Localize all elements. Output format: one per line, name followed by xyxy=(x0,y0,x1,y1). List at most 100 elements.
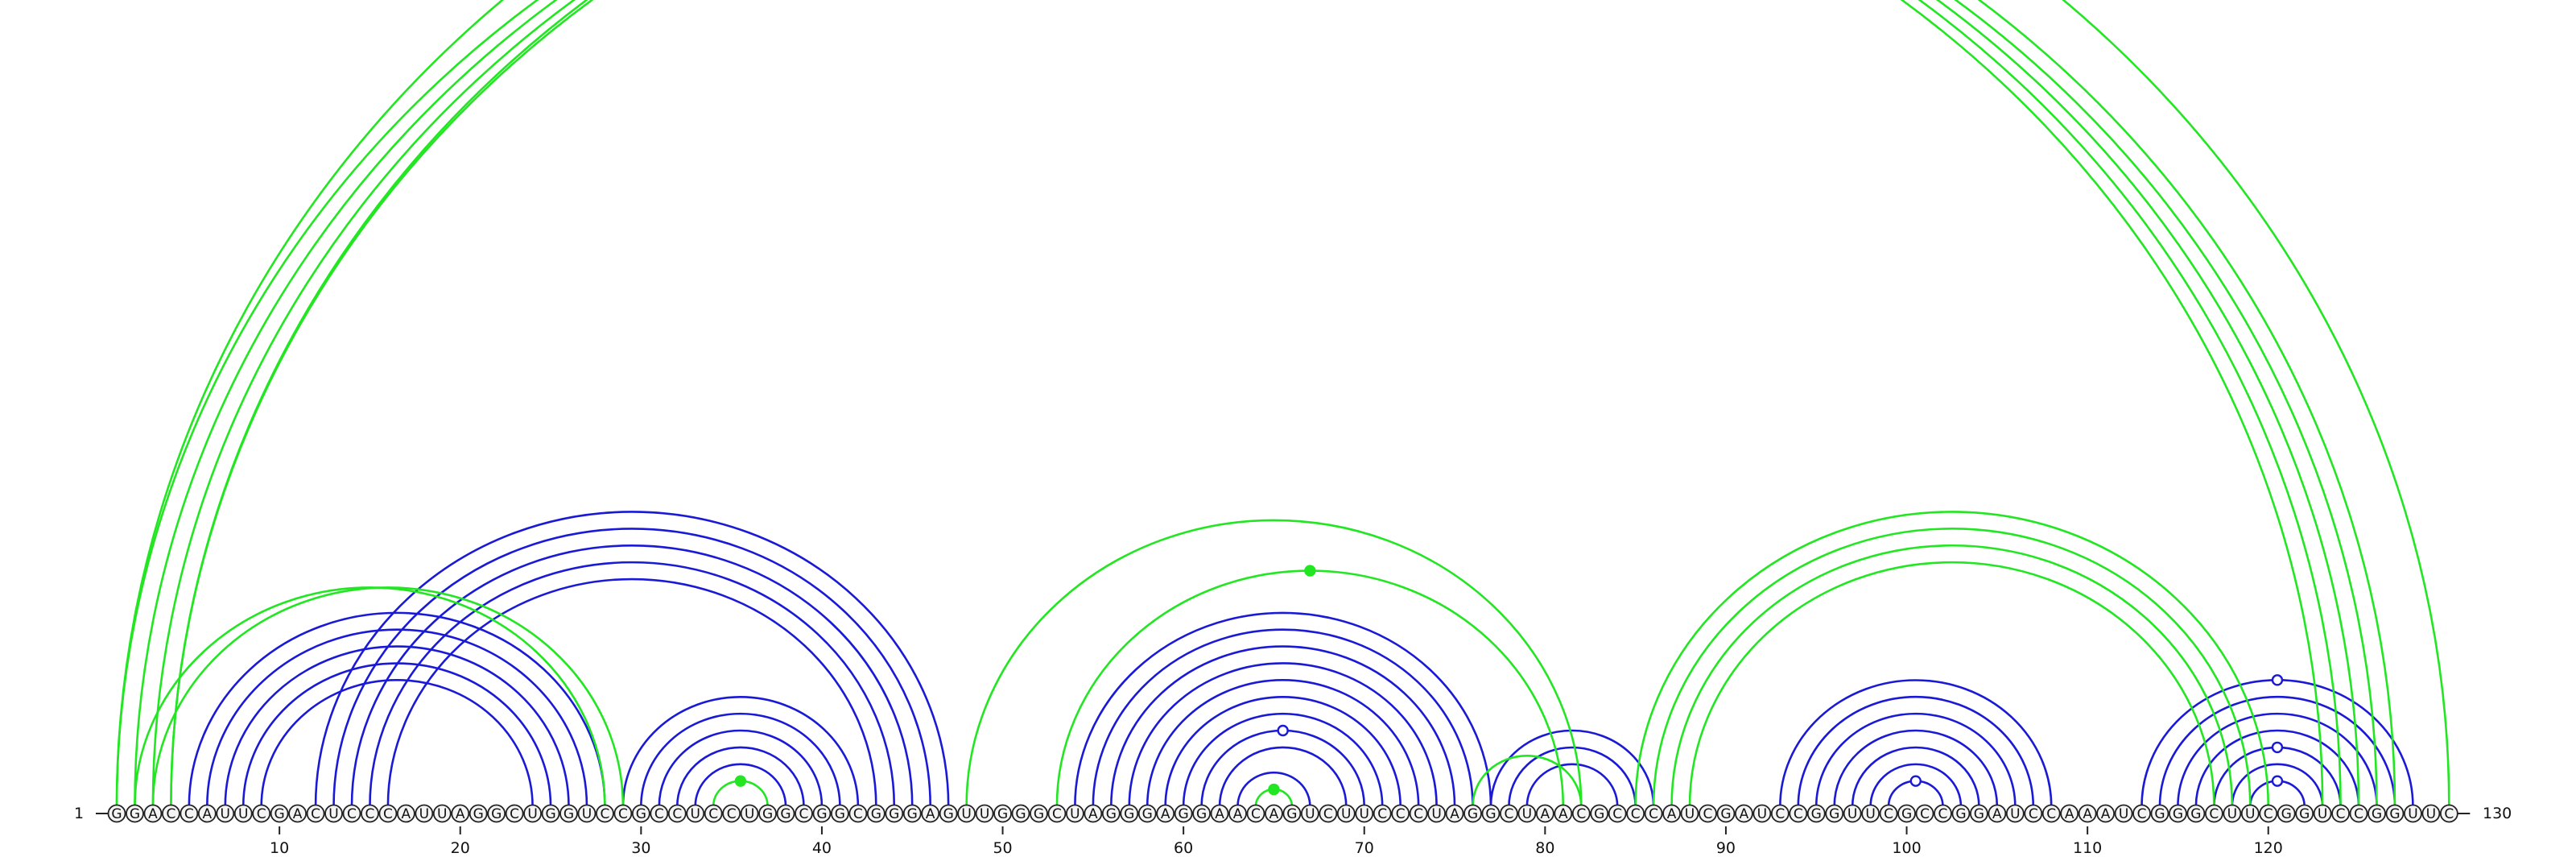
nucleotide-letter: A xyxy=(1450,806,1459,822)
nucleotide: A xyxy=(2060,804,2079,823)
nucleotide-letter: U xyxy=(2227,806,2237,822)
base-pair-arc-blue xyxy=(332,528,931,807)
nucleotide-letter: C xyxy=(853,806,863,822)
nucleotide-circle xyxy=(993,804,1012,823)
base-pair-arc-blue xyxy=(640,712,841,807)
nucleotide-letter: U xyxy=(527,806,537,822)
nucleotide-letter: G xyxy=(275,806,285,822)
base-pair-arc-blue xyxy=(1525,763,1619,807)
nucleotide: G xyxy=(776,804,795,823)
nucleotide-letter: A xyxy=(456,806,465,822)
arc-marker xyxy=(2271,775,2284,787)
nucleotide: G xyxy=(1463,804,1482,823)
nucleotide-circle xyxy=(1988,804,2007,823)
nucleotide-circle xyxy=(197,804,217,823)
nucleotide: A xyxy=(1535,804,1554,823)
nucleotide-circle xyxy=(378,804,398,823)
nucleotide-letter: A xyxy=(1558,806,1568,822)
nucleotide-circle xyxy=(1734,804,1753,823)
nucleotide-letter: U xyxy=(980,806,989,822)
nucleotide-letter: G xyxy=(2372,806,2382,822)
nucleotide-letter: C xyxy=(2444,806,2454,822)
sequence-end-label: 130 xyxy=(2483,805,2512,822)
nucleotide-letter: G xyxy=(1720,806,1731,822)
nucleotide: G xyxy=(631,804,650,823)
base-pair-arc-blue xyxy=(2231,763,2324,807)
nucleotide-letter: G xyxy=(1142,806,1153,822)
nucleotide-circle xyxy=(233,804,253,823)
nucleotide-circle xyxy=(2368,804,2386,823)
nucleotide-circle xyxy=(180,804,199,823)
nucleotide-circle xyxy=(1934,804,1952,823)
base-pair-arc-blue xyxy=(314,511,950,807)
nucleotide-circle xyxy=(2313,804,2332,823)
nucleotide-circle xyxy=(1752,804,1772,823)
nucleotide-letter: U xyxy=(221,806,230,822)
nucleotide-circle xyxy=(1156,804,1175,823)
nucleotide: C xyxy=(1373,804,1392,823)
base-pair-arc-blue xyxy=(2158,695,2396,807)
nucleotide-circle xyxy=(776,804,795,823)
nucleotide-circle xyxy=(1192,804,1211,823)
nucleotide: A xyxy=(1265,804,1283,823)
nucleotide-circle xyxy=(2240,804,2260,823)
nucleotide-letter: G xyxy=(835,806,845,822)
sequence-start-label: 1 xyxy=(74,805,84,822)
nucleotide: C xyxy=(795,804,813,823)
nucleotide-circle xyxy=(1174,804,1193,823)
nucleotide-circle xyxy=(270,804,289,823)
nucleotide: G xyxy=(1969,804,1988,823)
base-pair-arc-green xyxy=(1670,544,2234,807)
nucleotide: C xyxy=(2204,804,2223,823)
nucleotide-circle xyxy=(432,804,452,823)
nucleotide-circle xyxy=(722,804,741,823)
nucleotide-circle xyxy=(1554,804,1573,823)
nucleotide: C xyxy=(1500,804,1518,823)
base-pair-arc-blue xyxy=(1164,695,1402,807)
nucleotide: A xyxy=(921,804,940,823)
nucleotide-letter: U xyxy=(1305,806,1315,822)
arc-marker xyxy=(1909,775,1922,787)
nucleotide: C xyxy=(2259,804,2278,823)
nucleotide: U xyxy=(1300,804,1319,823)
nucleotide: G xyxy=(1011,804,1030,823)
nucleotide-circle xyxy=(631,804,650,823)
nucleotide: A xyxy=(396,804,415,823)
nucleotide: U xyxy=(2404,804,2422,823)
nucleotide-letter: C xyxy=(1775,806,1785,822)
nucleotide-letter: U xyxy=(961,806,971,822)
base-pair-arc-green xyxy=(965,519,1583,807)
nucleotide-circle xyxy=(866,804,886,823)
base-pair-arc-blue xyxy=(1200,729,1366,807)
nucleotide-letter: C xyxy=(2137,806,2147,822)
nucleotide-letter: C xyxy=(672,806,682,822)
nucleotide-letter: U xyxy=(1685,806,1695,822)
nucleotide: C xyxy=(596,804,614,823)
nucleotide-letter: G xyxy=(1594,806,1604,822)
nucleotide-letter: G xyxy=(473,806,484,822)
nucleotide-circle xyxy=(1427,804,1446,823)
nucleotide-circle xyxy=(1626,804,1645,823)
nucleotide-circle xyxy=(143,804,163,823)
nucleotide-circle xyxy=(1879,804,1898,823)
nucleotide-circle xyxy=(1951,804,1971,823)
nucleotide: G xyxy=(831,804,849,823)
nucleotide: U xyxy=(324,804,343,823)
nucleotide: G xyxy=(902,804,922,823)
nucleotide: G xyxy=(2385,804,2405,823)
nucleotide-letter: A xyxy=(1161,806,1170,822)
nucleotide: G xyxy=(993,804,1012,823)
nucleotide: C xyxy=(505,804,524,823)
nucleotide: G xyxy=(1030,804,1048,823)
base-pair-arc-green xyxy=(1652,528,2252,807)
nucleotide-circle xyxy=(324,804,343,823)
nucleotide-letter: A xyxy=(148,806,158,822)
nucleotide-circle xyxy=(1265,804,1283,823)
nucleotide: A xyxy=(1228,804,1247,823)
nucleotide-letter: G xyxy=(871,806,881,822)
nucleotide-letter: A xyxy=(2065,806,2074,822)
nucleotide: G xyxy=(1806,804,1826,823)
axis-tick-label: 20 xyxy=(451,839,470,857)
nucleotide-circle xyxy=(1915,804,1934,823)
